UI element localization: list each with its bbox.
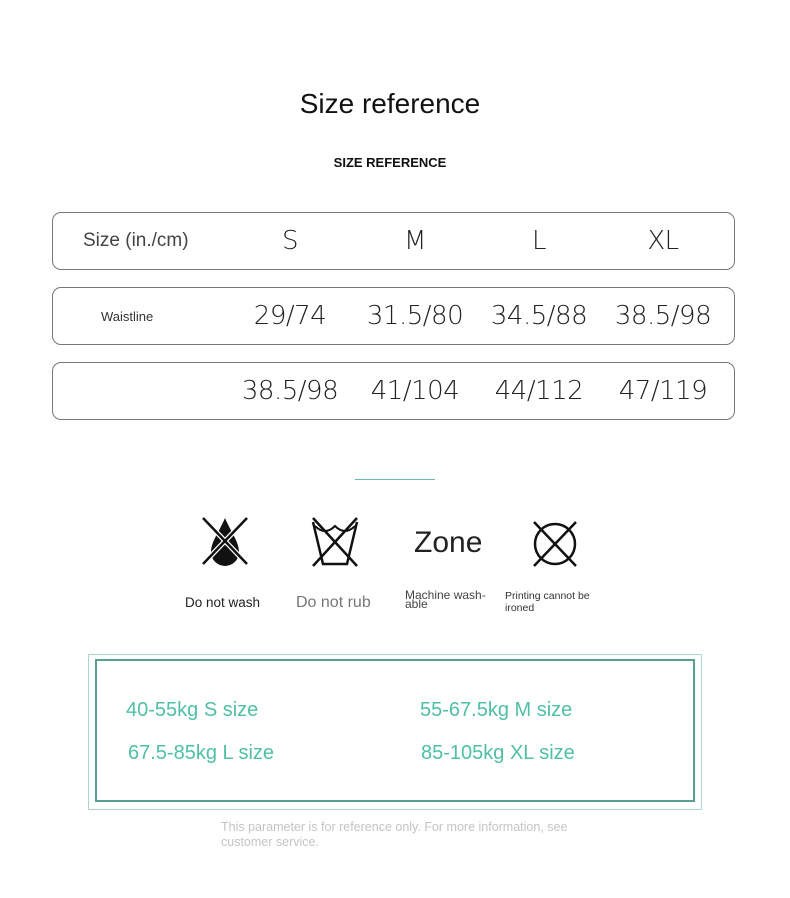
size-s: S [281,226,299,256]
weight-l: 67.5-85kg L size [128,742,275,764]
care-label: Do not rub [296,594,371,611]
care-label: Machine wash-able [405,588,486,611]
do-not-iron-icon [533,521,577,567]
cell: 38.5/98 [241,376,339,406]
size-xl: XL [647,226,679,256]
weight-box-frame [88,654,702,810]
size-l: L [532,226,547,256]
cell: 47/119 [618,376,708,406]
reference-note: This parameter is for reference only. Fo… [221,820,568,849]
weight-xl: 85-105kg XL size [421,742,575,764]
do-not-wash-icon [201,516,249,566]
zone-text: Zone [414,526,483,559]
cell: 41/104 [370,376,460,406]
table-row: Waistline 29/74 31.5/80 34.5/88 38.5/98 [52,287,735,345]
page-subtitle: SIZE REFERENCE [333,155,447,170]
do-not-rub-icon [311,517,359,567]
row-label: Size (in./cm) [83,230,189,251]
table-row: 38.5/98 41/104 44/112 47/119 [52,362,735,420]
cell: 31.5/80 [366,301,464,331]
weight-box [95,659,695,802]
care-label: Do not wash [185,595,261,610]
size-header-row: Size (in./cm) S M L XL [52,212,735,270]
row-label: Waistline [101,308,154,324]
page-title: Size reference [299,88,481,119]
cell: 44/112 [494,376,584,406]
size-m: M [404,226,426,256]
care-label: Printing cannot be ironed [505,590,590,614]
cell: 29/74 [253,301,327,331]
divider [355,479,435,480]
weight-s: 40-55kg S size [126,699,259,721]
cell: 34.5/88 [490,301,588,331]
weight-m: 55-67.5kg M size [420,699,573,721]
cell: 38.5/98 [614,301,712,331]
